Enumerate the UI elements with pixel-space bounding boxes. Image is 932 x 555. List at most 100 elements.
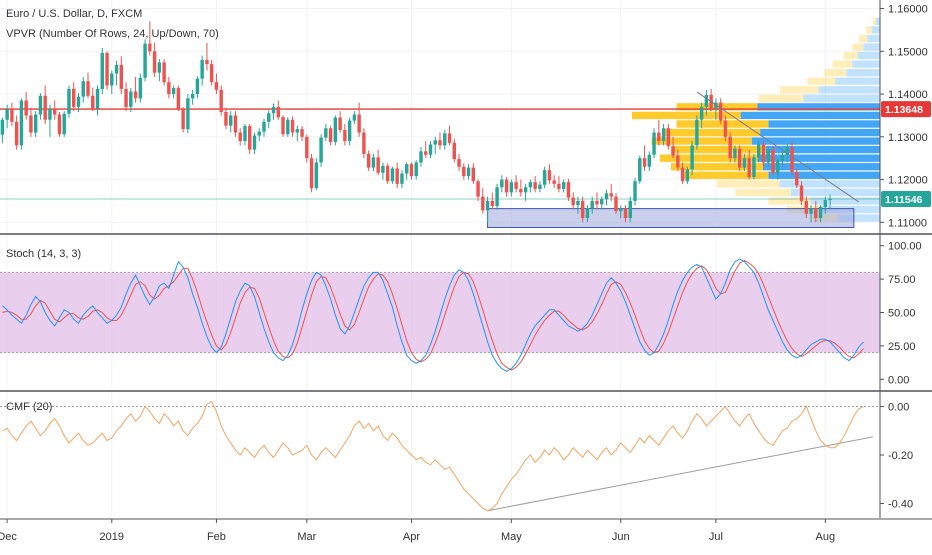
candle-body — [761, 144, 766, 163]
candle-body — [162, 62, 166, 83]
candle-body — [143, 43, 147, 78]
support-zone — [487, 208, 855, 228]
candle-body — [642, 158, 647, 167]
candle-body — [661, 128, 666, 142]
vp-row-down — [716, 180, 780, 188]
candle-body — [295, 129, 300, 133]
candle-body — [186, 98, 190, 130]
candle-body — [514, 182, 518, 189]
candle-body — [785, 147, 789, 155]
candle-body — [823, 200, 828, 207]
vp-row-up — [765, 145, 880, 154]
candle-body — [110, 73, 114, 86]
candle-body — [609, 193, 613, 197]
candle-body — [24, 100, 28, 116]
candle-body — [248, 126, 252, 150]
candle-body — [452, 142, 456, 160]
vp-row-down — [873, 17, 876, 26]
candle-body — [286, 119, 290, 135]
candle-body — [38, 95, 43, 115]
candle-body — [752, 157, 756, 177]
candle-body — [333, 117, 338, 142]
candle-body — [509, 182, 514, 193]
stoch-pane[interactable] — [0, 258, 880, 372]
candle-body — [471, 167, 476, 182]
candle-body — [262, 121, 266, 132]
time-tick-label: Feb — [207, 531, 226, 543]
vp-row-up — [757, 103, 880, 111]
vp-row-up — [810, 197, 880, 205]
vp-row-up — [835, 77, 880, 85]
candle-body — [604, 193, 609, 200]
current-price-tag: 1.11546 — [885, 194, 923, 206]
candle-body — [176, 88, 181, 109]
candle-body — [723, 120, 728, 137]
vp-row-up — [852, 60, 880, 68]
candle-body — [419, 151, 423, 163]
candle-body — [685, 169, 690, 182]
candle-body — [500, 179, 504, 188]
candle-body — [742, 158, 747, 168]
candle-body — [233, 115, 238, 133]
candle-body — [0, 119, 5, 135]
candle-body — [281, 117, 285, 135]
candle-body — [799, 185, 804, 201]
price-axis-tick-label: 1.16000 — [888, 4, 928, 16]
candle-body — [338, 117, 342, 130]
vp-row-down — [758, 94, 804, 103]
candle-body — [105, 53, 109, 86]
time-tick-label: Apr — [403, 531, 420, 543]
candle-body — [580, 200, 585, 219]
candle-body — [400, 173, 404, 184]
candle-body — [395, 168, 399, 184]
candle-body — [795, 171, 799, 186]
candle-body — [652, 132, 656, 155]
stoch-axis-tick-label: 75.00 — [888, 274, 916, 286]
candle-body — [547, 170, 552, 181]
candle-body — [490, 200, 495, 207]
candle-body — [366, 153, 371, 168]
candle-body — [504, 179, 509, 193]
candle-body — [124, 88, 128, 107]
resistance-price-tag-bg — [881, 101, 931, 118]
candle-body — [638, 158, 642, 182]
axis-layer[interactable]: 1.16000 1.15000 1.14000 1.13000 1.12000 1.110… — [0, 0, 932, 543]
candle-body — [585, 208, 590, 219]
time-tick-label: Aug — [816, 531, 836, 543]
candle-body — [542, 170, 547, 185]
candle-body — [771, 149, 775, 173]
time-tick-label: 2019 — [100, 531, 124, 543]
candle-body — [566, 182, 571, 198]
candle-body — [390, 168, 395, 182]
candle-body — [205, 59, 209, 65]
vp-row-down — [682, 171, 769, 179]
price-pane[interactable] — [0, 17, 880, 228]
candle-body — [257, 131, 261, 136]
candle-body — [81, 81, 85, 97]
candle-body — [728, 136, 732, 159]
candle-body — [129, 91, 133, 107]
stoch-axis-tick-label: 100.00 — [888, 241, 922, 253]
cmf-pane[interactable] — [0, 401, 880, 512]
candle-body — [324, 128, 328, 138]
candle-body — [557, 183, 561, 189]
candle-body — [747, 158, 751, 177]
resistance-price-tag: 1.13648 — [885, 104, 923, 116]
candle-body — [561, 182, 566, 189]
vp-row-up — [762, 163, 880, 171]
candle-body — [690, 145, 694, 170]
candle-body — [447, 133, 452, 143]
vp-row-up — [751, 137, 880, 145]
candle-body — [100, 53, 104, 89]
vp-row-up — [790, 188, 880, 197]
candle-body — [352, 114, 357, 121]
time-tick-label: Mar — [297, 531, 316, 543]
candle-body — [52, 109, 57, 115]
vp-row-up — [871, 26, 880, 34]
candle-body — [814, 208, 818, 219]
candle-body — [647, 154, 652, 167]
vp-row-down — [832, 60, 853, 68]
candle-body — [167, 82, 171, 95]
candle-body — [67, 88, 71, 114]
